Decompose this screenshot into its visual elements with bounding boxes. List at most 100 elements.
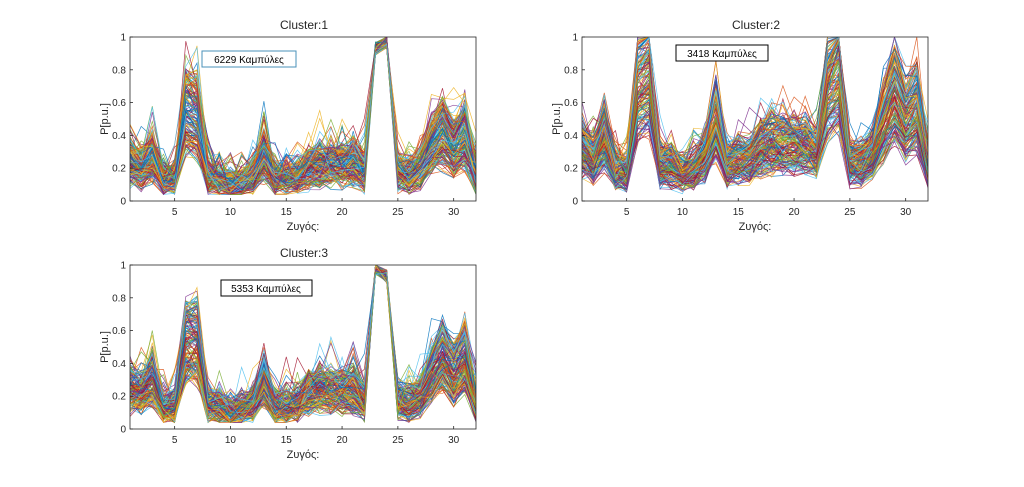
annotation-text: 3418 Καμπύλες — [687, 48, 757, 60]
x-tick-label: 10 — [225, 207, 237, 218]
annotation-box — [675, 44, 769, 62]
curve-line — [130, 267, 476, 417]
y-tick-label: 0.4 — [564, 131, 578, 142]
curve-line — [582, 118, 928, 193]
annotation-box — [220, 279, 313, 297]
x-axis-label: Ζυγός: — [287, 449, 320, 461]
curve-line — [582, 98, 928, 183]
x-tick-label: 15 — [281, 435, 293, 446]
curve-line — [130, 271, 476, 423]
x-tick-label: 15 — [281, 207, 293, 218]
curve-line — [582, 58, 928, 174]
curve-line — [130, 43, 476, 191]
curve-line — [582, 37, 928, 164]
curve-line — [582, 37, 928, 172]
curve-line — [130, 42, 476, 185]
curve-line — [582, 112, 928, 185]
tick-group: 5 10 15 20 25 30 0 0.2 0.4 0.6 0.8 1 — [112, 33, 460, 219]
curve-line — [582, 57, 928, 180]
y-tick-label: 0.2 — [112, 392, 126, 403]
y-axis-label: P[p.u.] — [99, 331, 111, 363]
x-tick-label: 20 — [337, 435, 349, 446]
x-tick-label: 15 — [733, 207, 745, 218]
series-lines-group — [130, 265, 476, 424]
x-tick-label: 30 — [448, 435, 460, 446]
curve-line — [582, 109, 928, 188]
curve-line — [130, 272, 476, 424]
curve-line — [130, 38, 476, 179]
annotation-text: 5353 Καμπύλες — [231, 283, 301, 295]
x-tick-label: 25 — [392, 435, 404, 446]
y-tick-label: 1 — [120, 33, 126, 44]
series-lines-group — [130, 37, 476, 196]
subplot-cluster-2: Cluster:2 5 10 15 20 25 30 0 0.2 0.4 0.6 0.8 1 Ζυγό… — [551, 18, 929, 233]
x-axis-label: Ζυγός: — [739, 221, 772, 233]
curve-line — [130, 269, 476, 414]
y-tick-label: 0.6 — [112, 326, 126, 337]
y-tick-label: 1 — [572, 33, 578, 44]
curve-line — [130, 269, 476, 420]
axes-box — [129, 36, 477, 202]
x-tick-label: 10 — [677, 207, 689, 218]
y-tick-label: 0 — [120, 197, 126, 208]
curve-line — [130, 37, 476, 191]
x-tick-label: 5 — [172, 435, 178, 446]
annotation-text: 6229 Καμπύλες — [214, 54, 284, 66]
y-tick-label: 0 — [120, 425, 126, 436]
curve-line — [130, 267, 476, 423]
y-tick-label: 1 — [120, 261, 126, 272]
y-tick-label: 0.6 — [564, 98, 578, 109]
curve-line — [130, 42, 476, 191]
subplot-cluster-1: Cluster:1 5 10 15 20 25 30 0 0.2 0.4 0.6 0.8 1 Ζυγό… — [99, 18, 477, 233]
curve-line — [582, 37, 928, 178]
curve-line — [582, 37, 928, 161]
x-tick-label: 25 — [844, 207, 856, 218]
x-tick-label: 5 — [172, 207, 178, 218]
annotation-box — [201, 50, 297, 68]
curve-line — [130, 270, 476, 413]
y-tick-label: 0.2 — [112, 164, 126, 175]
axes-box — [129, 264, 477, 430]
curve-line — [582, 101, 928, 183]
y-axis-label: P[p.u.] — [99, 103, 111, 135]
x-tick-label: 5 — [624, 207, 630, 218]
x-tick-label: 20 — [337, 207, 349, 218]
y-tick-label: 0.8 — [112, 65, 126, 76]
curve-line — [582, 97, 928, 188]
y-tick-label: 0.6 — [112, 98, 126, 109]
curve-line — [130, 271, 476, 403]
y-tick-label: 0.2 — [564, 164, 578, 175]
tick-group: 5 10 15 20 25 30 0 0.2 0.4 0.6 0.8 1 — [564, 33, 912, 219]
curve-line — [582, 47, 928, 180]
axes-box — [581, 36, 929, 202]
curve-line — [130, 37, 476, 195]
curve-line — [582, 84, 928, 180]
curve-line — [582, 37, 928, 169]
curve-line — [582, 108, 928, 191]
tick-group: 5 10 15 20 25 30 0 0.2 0.4 0.6 0.8 1 — [112, 261, 460, 447]
curve-line — [130, 44, 476, 187]
y-tick-label: 0.4 — [112, 131, 126, 142]
curve-line — [130, 41, 476, 189]
curve-line — [130, 37, 476, 195]
curve-line — [130, 268, 476, 423]
x-tick-label: 30 — [900, 207, 912, 218]
subplot-cluster-3: Cluster:3 5 10 15 20 25 30 0 0.2 0.4 0.6 0.8 1 Ζυγό… — [99, 246, 477, 461]
x-tick-label: 30 — [448, 207, 460, 218]
curve-line — [582, 37, 928, 174]
curve-line — [130, 265, 476, 423]
x-tick-label: 10 — [225, 435, 237, 446]
chart-title: Cluster:2 — [732, 18, 780, 32]
curve-line — [582, 94, 928, 190]
curve-line — [130, 44, 476, 195]
curve-line — [582, 126, 928, 190]
series-lines-group — [582, 37, 928, 195]
y-tick-label: 0.4 — [112, 359, 126, 370]
y-tick-label: 0.8 — [564, 65, 578, 76]
chart-title: Cluster:3 — [280, 246, 328, 260]
x-tick-label: 20 — [789, 207, 801, 218]
y-axis-label: P[p.u.] — [551, 103, 563, 135]
curve-line — [130, 39, 476, 174]
curve-line — [130, 37, 476, 196]
